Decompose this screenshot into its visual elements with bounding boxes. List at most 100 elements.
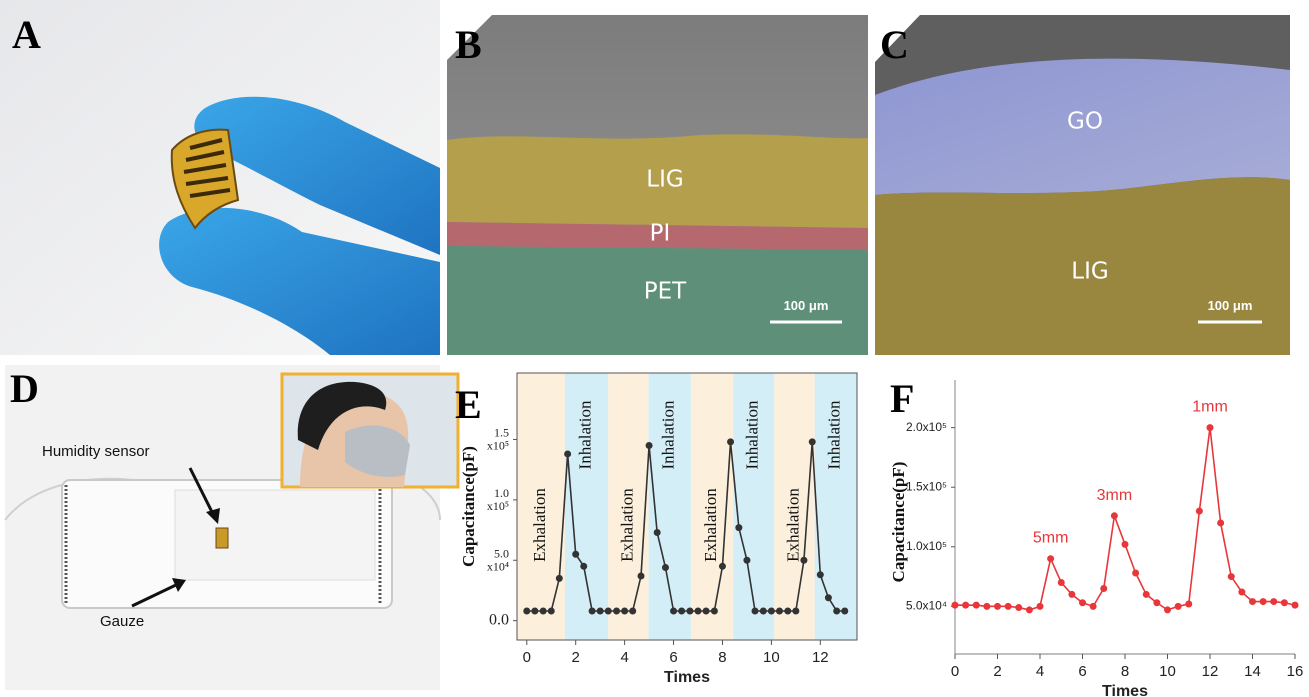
panel-c: GO LIG 100 μm C bbox=[875, 15, 1290, 355]
annotation: 1mm bbox=[1192, 399, 1228, 416]
x-tick-label: 6 bbox=[1078, 663, 1086, 680]
data-point bbox=[1175, 603, 1182, 610]
data-point bbox=[605, 608, 612, 615]
panel-label: B bbox=[455, 22, 482, 67]
data-point bbox=[638, 572, 645, 579]
data-point bbox=[1153, 599, 1160, 606]
data-point bbox=[703, 608, 710, 615]
data-point bbox=[983, 603, 990, 610]
gauze bbox=[175, 490, 375, 580]
data-point bbox=[686, 608, 693, 615]
y-axis-title: Capacitance(pF) bbox=[889, 462, 908, 583]
phase-label: Exhalation bbox=[530, 488, 549, 562]
x-tick-label: 8 bbox=[1121, 663, 1129, 680]
data-point bbox=[833, 608, 840, 615]
data-point bbox=[776, 608, 783, 615]
data-point bbox=[654, 529, 661, 536]
data-point bbox=[735, 524, 742, 531]
data-point bbox=[1196, 508, 1203, 515]
x-tick-label: 12 bbox=[812, 649, 829, 666]
data-point bbox=[531, 608, 538, 615]
data-point bbox=[1111, 512, 1118, 519]
x-axis-title: Times bbox=[664, 669, 710, 686]
data-point bbox=[825, 594, 832, 601]
data-point bbox=[1132, 569, 1139, 576]
data-point bbox=[629, 608, 636, 615]
data-point bbox=[1270, 598, 1277, 605]
data-point bbox=[841, 608, 848, 615]
data-point bbox=[548, 608, 555, 615]
x-tick-label: 0 bbox=[523, 649, 531, 666]
phase-label: Exhalation bbox=[617, 488, 636, 562]
data-point bbox=[1090, 603, 1097, 610]
data-point bbox=[1217, 519, 1224, 526]
data-point bbox=[792, 608, 799, 615]
x-tick-label: 4 bbox=[1036, 663, 1044, 680]
data-point bbox=[1260, 598, 1267, 605]
annotation: Gauze bbox=[100, 613, 144, 630]
panel-label: D bbox=[10, 366, 39, 411]
data-point bbox=[540, 608, 547, 615]
data-point bbox=[760, 608, 767, 615]
panel-label: C bbox=[880, 22, 909, 67]
y-tick-label: 0.0 bbox=[489, 611, 509, 628]
data-point bbox=[752, 608, 759, 615]
x-axis-title: Times bbox=[1102, 683, 1148, 697]
data-point bbox=[809, 438, 816, 445]
data-line bbox=[955, 428, 1295, 610]
data-point bbox=[1207, 424, 1214, 431]
humidity-sensor bbox=[216, 528, 228, 548]
data-point bbox=[662, 564, 669, 571]
layer-label: LIG bbox=[646, 167, 683, 193]
data-point bbox=[719, 563, 726, 570]
data-point bbox=[597, 608, 604, 615]
data-point bbox=[1122, 541, 1129, 548]
panel-a: A bbox=[0, 0, 440, 355]
annotation: 5mm bbox=[1033, 530, 1069, 547]
data-point bbox=[678, 608, 685, 615]
data-point bbox=[1249, 598, 1256, 605]
phase-label: Exhalation bbox=[701, 488, 720, 562]
data-point bbox=[817, 571, 824, 578]
data-point bbox=[1143, 591, 1150, 598]
data-point bbox=[1100, 585, 1107, 592]
panel-label: E bbox=[455, 382, 482, 427]
x-tick-label: 10 bbox=[763, 649, 780, 666]
panel-label: F bbox=[890, 376, 914, 421]
data-point bbox=[572, 551, 579, 558]
phase-label: Inhalation bbox=[575, 400, 594, 469]
data-point bbox=[1079, 599, 1086, 606]
data-point bbox=[800, 557, 807, 564]
y-tick-label: 1.0x10⁵ bbox=[906, 539, 947, 553]
scale-label: 100 μm bbox=[784, 298, 829, 313]
layer-label: PET bbox=[644, 279, 687, 305]
data-point bbox=[1058, 579, 1065, 586]
phase-label: Exhalation bbox=[783, 488, 802, 562]
phase-label: Inhalation bbox=[825, 400, 844, 469]
data-point bbox=[1185, 600, 1192, 607]
data-point bbox=[1047, 555, 1054, 562]
data-point bbox=[711, 608, 718, 615]
data-point bbox=[727, 438, 734, 445]
layer-label: LIG bbox=[1071, 259, 1108, 285]
data-point bbox=[768, 608, 775, 615]
data-point bbox=[1164, 606, 1171, 613]
data-point bbox=[646, 442, 653, 449]
y-tick-label: 1.5x10⁵ bbox=[487, 425, 509, 452]
data-point bbox=[784, 608, 791, 615]
data-point bbox=[1037, 603, 1044, 610]
data-point bbox=[621, 608, 628, 615]
panel-b: LIG PI PET 100 μm B bbox=[447, 15, 868, 355]
data-point bbox=[1281, 599, 1288, 606]
phase-label: Inhalation bbox=[659, 400, 678, 469]
x-tick-label: 12 bbox=[1202, 663, 1219, 680]
data-point bbox=[1238, 589, 1245, 596]
layer-label: PI bbox=[650, 221, 671, 247]
data-point bbox=[1026, 606, 1033, 613]
data-point bbox=[670, 608, 677, 615]
data-point bbox=[994, 603, 1001, 610]
data-point bbox=[589, 608, 596, 615]
data-point bbox=[1068, 591, 1075, 598]
